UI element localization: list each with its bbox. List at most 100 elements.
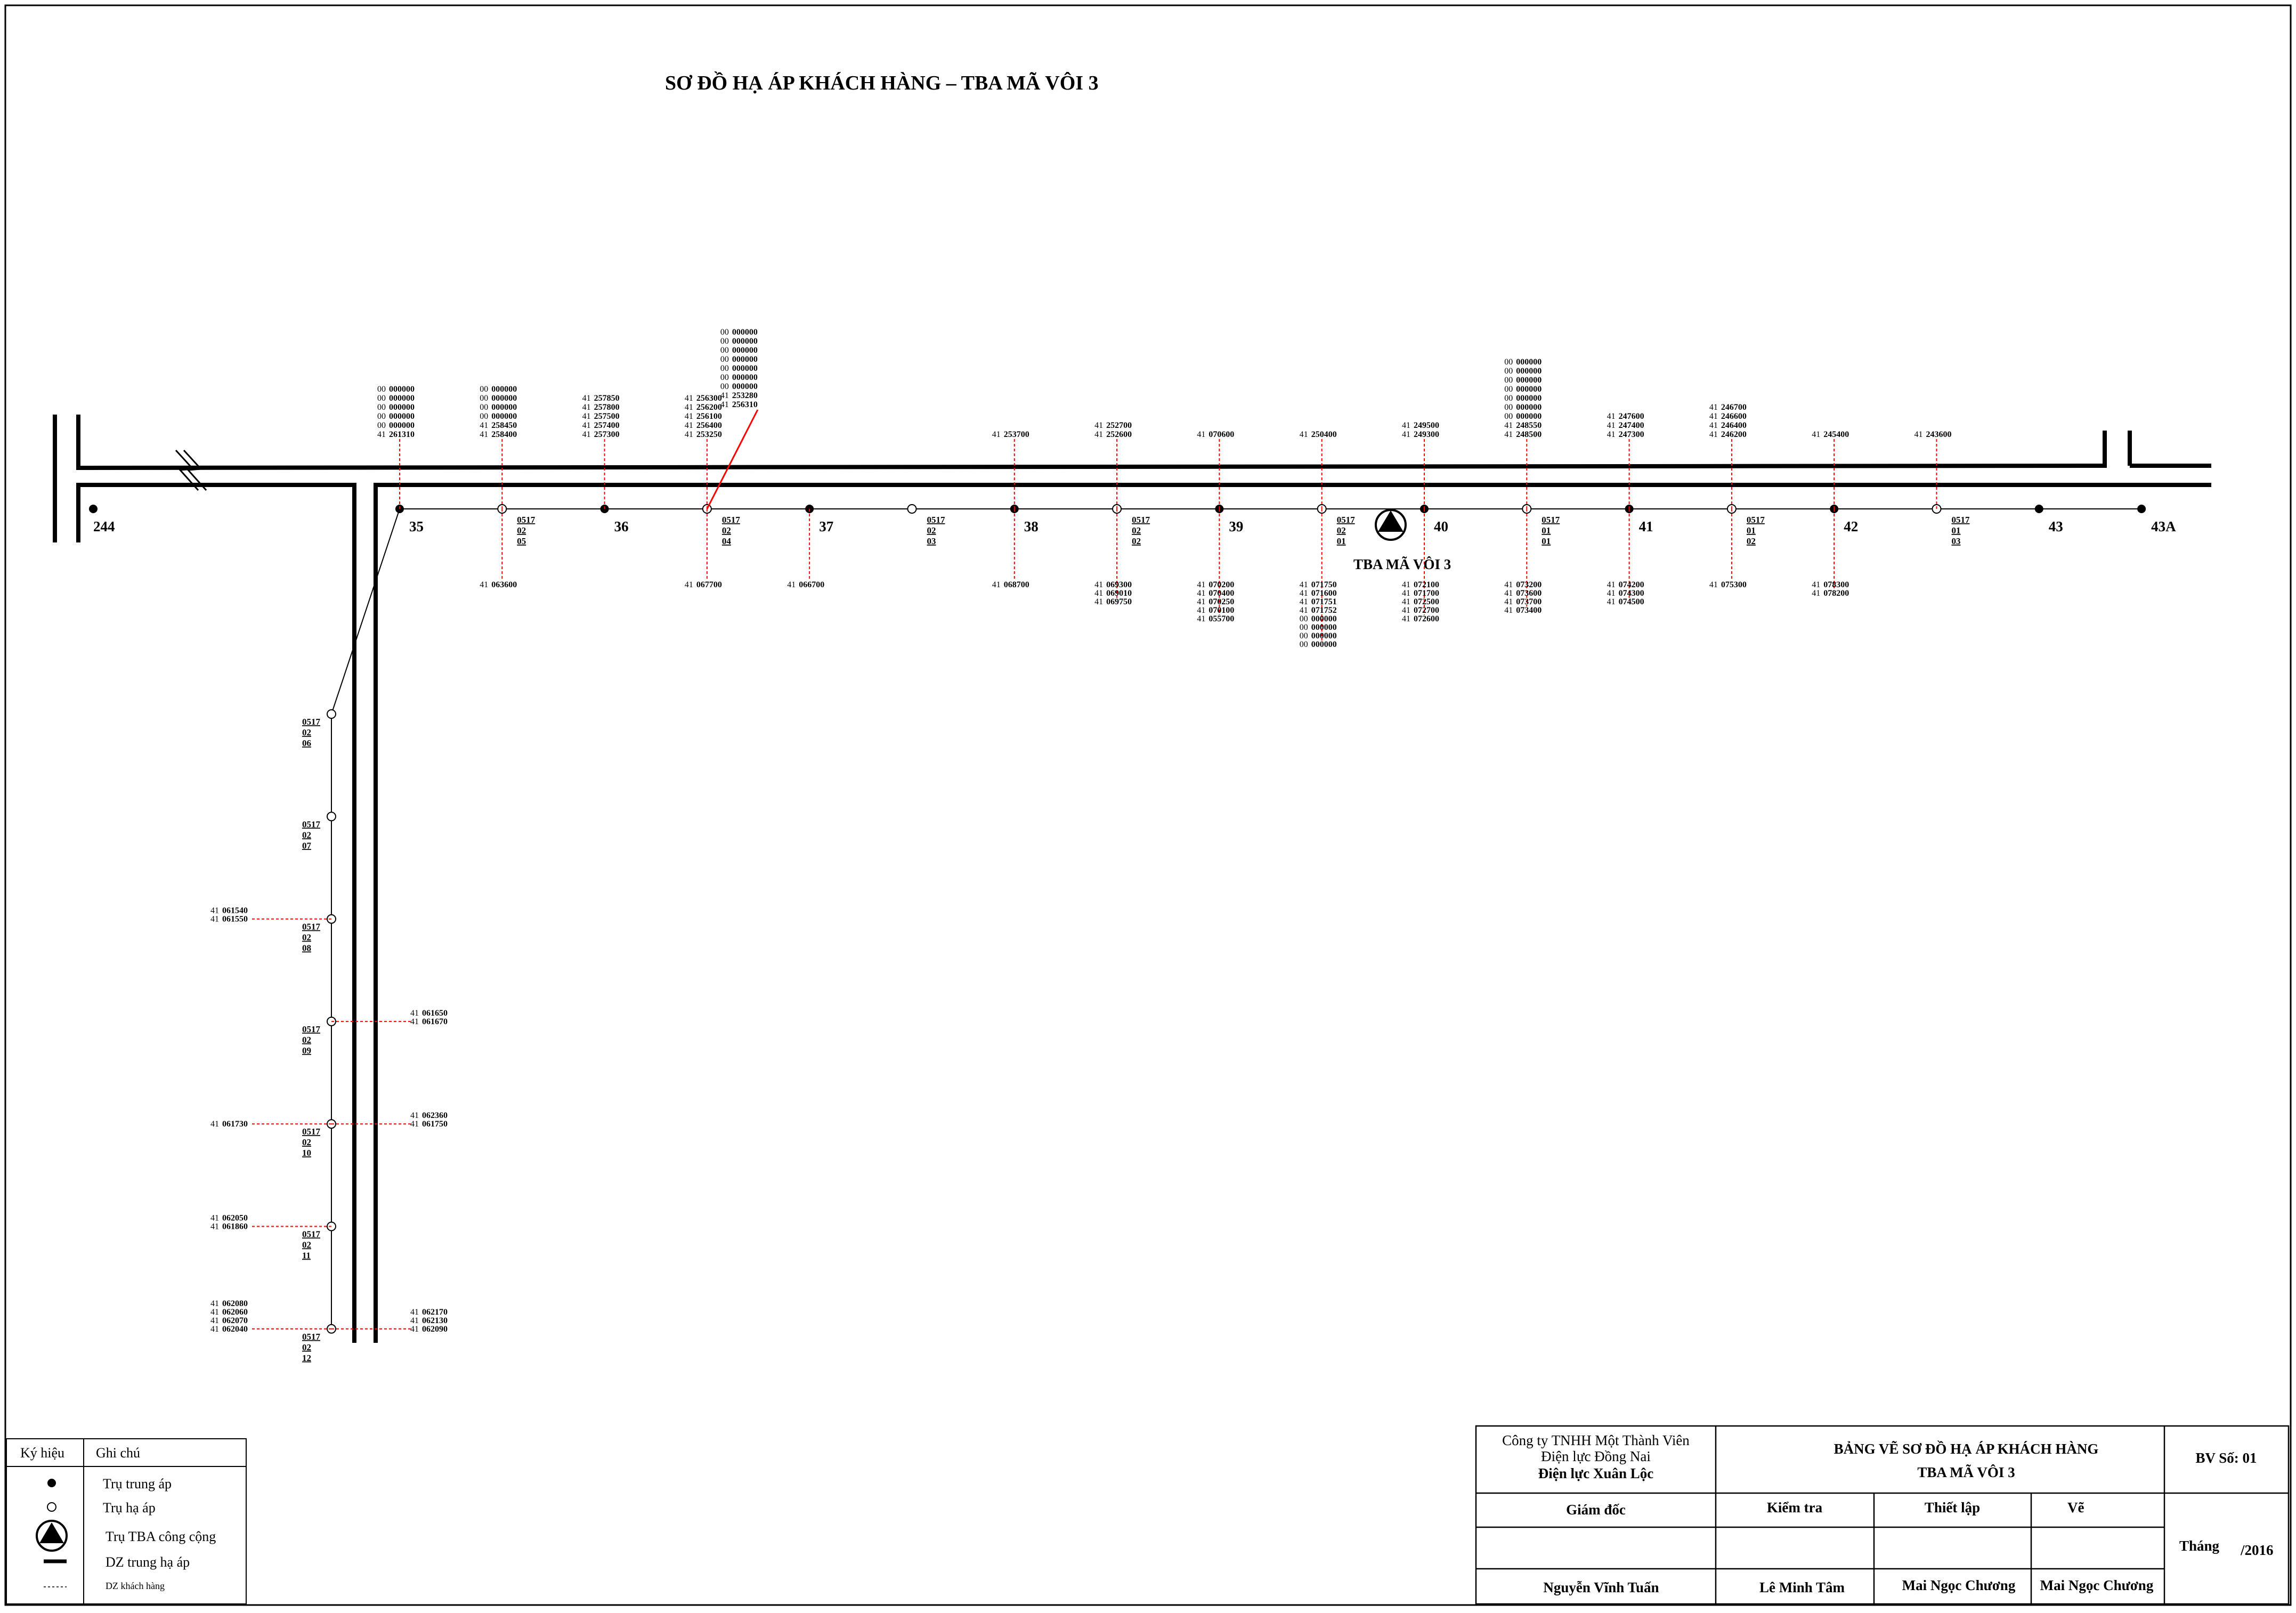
customer-code-number: 070200	[1208, 580, 1234, 589]
customer-code-number: 246700	[1721, 403, 1747, 412]
customer-code-number: 069750	[1106, 597, 1132, 606]
role-director: Giám đốc	[1566, 1502, 1626, 1518]
customer-code-number: 061670	[422, 1017, 448, 1026]
customer-code-prefix: 41	[1197, 606, 1205, 615]
customer-code-number: 062080	[222, 1299, 248, 1308]
customer-code-prefix: 41	[1709, 421, 1718, 430]
customer-code-number: 000000	[1311, 640, 1337, 649]
legend-item-label: Trụ trung áp	[103, 1476, 172, 1492]
customer-code-number: 061540	[222, 906, 248, 915]
customer-code-number: 062170	[422, 1308, 448, 1317]
customer-code-prefix: 00	[1300, 640, 1308, 649]
customer-code-prefix: 41	[685, 580, 693, 589]
customer-code-number: 000000	[491, 403, 517, 412]
pole-code-label: 0517	[302, 1332, 321, 1342]
customer-code-number: 072500	[1414, 597, 1439, 606]
customer-code-number: 070100	[1208, 606, 1234, 615]
customer-code-prefix: 41	[685, 412, 693, 421]
pole-code-label: 03	[1952, 536, 1961, 546]
customer-code-prefix: 41	[480, 430, 488, 439]
customer-code-number: 000000	[1516, 367, 1542, 376]
customer-code-number: 253250	[696, 430, 722, 439]
customer-code-prefix: 41	[1197, 614, 1205, 623]
customer-code-prefix: 00	[480, 394, 488, 403]
customer-code-prefix: 41	[992, 580, 1001, 589]
pole-code-label: 10	[302, 1148, 311, 1158]
pole-code-label: 0517	[1747, 515, 1765, 525]
customer-code-prefix: 41	[1197, 580, 1205, 589]
company-line-1: Công ty TNHH Một Thành Viên	[1502, 1432, 1690, 1448]
pole-code-label: 08	[302, 943, 311, 953]
pole-code-label: 07	[302, 840, 312, 850]
customer-code-prefix: 41	[410, 1316, 419, 1325]
customer-code-number: 261310	[389, 430, 415, 439]
customer-code-number: 072700	[1414, 606, 1439, 615]
customer-code-prefix: 41	[1709, 430, 1718, 439]
customer-code-prefix: 41	[1709, 403, 1718, 412]
customer-code-prefix: 41	[1607, 589, 1616, 598]
customer-code-number: 069010	[1106, 589, 1132, 598]
customer-code-prefix: 41	[1402, 430, 1410, 439]
customer-code-number: 247300	[1619, 430, 1644, 439]
customer-code-number: 066700	[799, 580, 824, 589]
upper-trunk-line	[76, 415, 2107, 471]
customer-code-prefix: 41	[1094, 589, 1103, 598]
customer-code-prefix: 41	[1607, 580, 1616, 589]
pole-number-label: 36	[614, 518, 629, 534]
customer-code-number: 062060	[222, 1308, 248, 1317]
pole-code-label: 01	[1542, 536, 1551, 546]
pole-code-label: 02	[1747, 536, 1756, 546]
customer-code-number: 257800	[594, 403, 620, 412]
date-year: /2016	[2240, 1542, 2274, 1558]
customer-code-prefix: 41	[1402, 589, 1410, 598]
pole-code-label: 01	[1747, 525, 1756, 536]
legend-item-label: DZ trung hạ áp	[106, 1554, 190, 1570]
customer-code-number: 252700	[1106, 421, 1132, 430]
customer-code-number: 074500	[1619, 597, 1644, 606]
name-check: Lê Minh Tâm	[1759, 1579, 1845, 1595]
customer-code-prefix: 00	[1504, 358, 1513, 367]
customer-code-number: 000000	[389, 403, 415, 412]
company-line-2: Điện lực Đồng Nai	[1541, 1448, 1651, 1464]
medium-voltage-pole	[2034, 505, 2043, 513]
customer-code-prefix: 00	[1300, 614, 1308, 623]
name-director: Nguyễn Vĩnh Tuấn	[1543, 1579, 1659, 1595]
pole-code-label: 02	[1132, 525, 1141, 536]
pole-code-label: 02	[302, 830, 311, 840]
customer-code-prefix: 41	[1197, 430, 1205, 439]
legend-substation-icon	[36, 1520, 68, 1552]
customer-code-number: 000000	[1516, 385, 1542, 394]
customer-code-prefix: 41	[1504, 430, 1513, 439]
customer-code-number: 073400	[1516, 606, 1542, 615]
customer-code-prefix: 41	[1812, 580, 1820, 589]
customer-code-number: 063600	[491, 580, 517, 589]
customer-code-prefix: 41	[582, 394, 591, 403]
customer-code-prefix: 00	[377, 394, 386, 403]
customer-code-prefix: 41	[1300, 589, 1308, 598]
pole-code-label: 01	[1542, 525, 1551, 536]
customer-code-prefix: 41	[1504, 580, 1513, 589]
customer-code-number: 257500	[594, 412, 620, 421]
customer-code-prefix: 41	[720, 391, 729, 400]
pole-244-dot	[89, 505, 98, 513]
customer-code-prefix: 41	[1504, 606, 1513, 615]
customer-code-prefix: 41	[1197, 589, 1205, 598]
pole-code-label: 0517	[302, 922, 321, 932]
customer-code-prefix: 41	[1300, 597, 1308, 606]
customer-code-prefix: 41	[410, 1017, 419, 1026]
line-break-symbol	[175, 449, 207, 491]
customer-code-prefix: 41	[1197, 597, 1205, 606]
customer-code-prefix: 00	[720, 337, 729, 346]
customer-code-prefix: 41	[410, 1009, 419, 1018]
pole-code-label: 02	[302, 933, 311, 943]
pole-code-label: 0517	[302, 717, 321, 727]
customer-code-number: 071750	[1311, 580, 1337, 589]
pole-number-label: 43A	[2151, 518, 2176, 534]
drawing-title: BẢNG VẼ SƠ ĐỒ HẠ ÁP KHÁCH HÀNG	[1834, 1440, 2099, 1457]
customer-code-prefix: 41	[210, 915, 219, 924]
customer-code-number: 246600	[1721, 412, 1747, 421]
sheet-number: BV Số: 01	[2195, 1450, 2257, 1466]
